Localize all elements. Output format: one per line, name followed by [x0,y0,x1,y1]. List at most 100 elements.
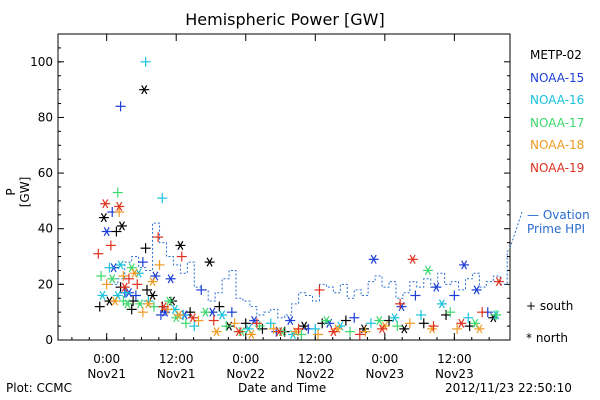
plus-marker-icon: + [526,299,537,313]
data-point-south [101,279,112,290]
x-tick-label-date: Nov21 [87,367,126,381]
data-point-stroke [248,329,255,339]
data-point-stroke [370,254,377,264]
data-point-stroke [118,221,125,231]
data-point-north [470,318,481,328]
data-point-stroke [379,324,386,334]
data-point-north [98,213,109,223]
data-point-north [173,310,184,320]
data-point-south [345,326,356,337]
data-point-south [254,321,265,332]
data-point-south [410,290,421,301]
data-point-stroke [166,296,173,306]
data-point-north [431,282,442,292]
legend-entry: NOAA-15 [530,70,585,85]
data-point-stroke [112,296,119,306]
data-point-south [395,298,406,309]
data-point-south [257,323,268,334]
data-point-stroke [103,226,110,237]
data-point-north [328,327,339,337]
data-point-north [377,324,388,334]
data-point-south [140,243,151,254]
data-point-stroke [177,240,184,250]
data-point-south [313,329,324,340]
y-axis-label: P [GW] [4,176,32,208]
data-point-north [100,199,111,209]
data-point-stroke [149,290,156,301]
ovation-label-line2: Prime HPI [527,222,585,236]
data-point-stroke [106,296,113,306]
data-point-south [140,56,151,67]
data-point-stroke [473,285,480,295]
data-point-south [441,309,452,320]
data-point-north [119,282,130,292]
marker-legend-north: * north [526,331,568,345]
data-point-stroke [495,277,502,287]
data-point-stroke [128,263,135,273]
data-point-south [153,232,164,243]
x-tick-label-time: 0:00 [93,352,120,366]
data-point-south [93,248,104,259]
data-point-north [456,318,467,328]
data-point-stroke [401,324,408,334]
data-point-stroke [171,304,178,314]
data-point-north [114,201,125,212]
y-tick-label: 20 [38,277,53,291]
data-point-south [445,307,456,318]
data-point-stroke [117,260,124,270]
marker-legend-north-label: north [535,331,569,345]
x-tick-label-time: 12:00 [159,352,194,366]
data-point-south [349,312,360,323]
data-point-stroke [472,318,479,328]
data-point-stroke [476,324,483,334]
data-point-north [474,324,485,334]
data-point-north [122,299,133,309]
data-point-south [415,309,426,320]
data-point-south [491,309,502,320]
x-tick-label-time: 12:00 [298,352,333,366]
legend-entry: METP-02 [530,48,582,62]
ovation-tail [509,211,523,249]
data-point-north [129,268,140,278]
data-point-stroke [131,268,138,278]
ovation-label-line1: Ovation [542,208,590,222]
data-point-south [226,307,237,318]
data-point-north [493,277,504,287]
data-point-north [143,299,154,309]
data-point-south [418,318,429,329]
data-point-south [360,326,371,337]
data-point-stroke [330,327,337,337]
data-point-north [187,313,198,323]
data-point-stroke [458,318,465,328]
data-point-south [404,318,415,329]
data-point-stroke [100,213,107,223]
data-point-south [452,323,463,334]
data-point-north [211,327,222,337]
data-point-stroke [461,260,468,270]
data-point-south [189,321,200,332]
data-point-stroke [206,257,213,267]
data-point-south [314,284,325,295]
ovation-series-line [110,222,510,319]
data-point-south [477,307,488,318]
data-point-stroke [160,302,167,312]
data-point-south [196,284,207,295]
data-point-south [132,279,143,290]
data-point-stroke [391,313,398,323]
asterisk-marker-icon: * [526,331,532,345]
ovation-dash: — [527,208,543,222]
marker-legend-south-label: south [539,299,574,313]
data-point-south [112,187,123,198]
data-point-stroke [424,265,431,276]
data-point-north [459,260,470,270]
data-point-stroke [145,299,152,309]
data-point-north [116,221,127,231]
plot-credit: Plot: CCMC [6,381,72,395]
x-tick-label-date: Nov23 [435,367,474,381]
legend-entry: NOAA-18 [530,138,585,152]
legend-entry: NOAA-17 [530,115,585,130]
data-point-north [158,302,169,312]
data-point-south [463,312,474,323]
data-point-stroke [219,310,226,320]
